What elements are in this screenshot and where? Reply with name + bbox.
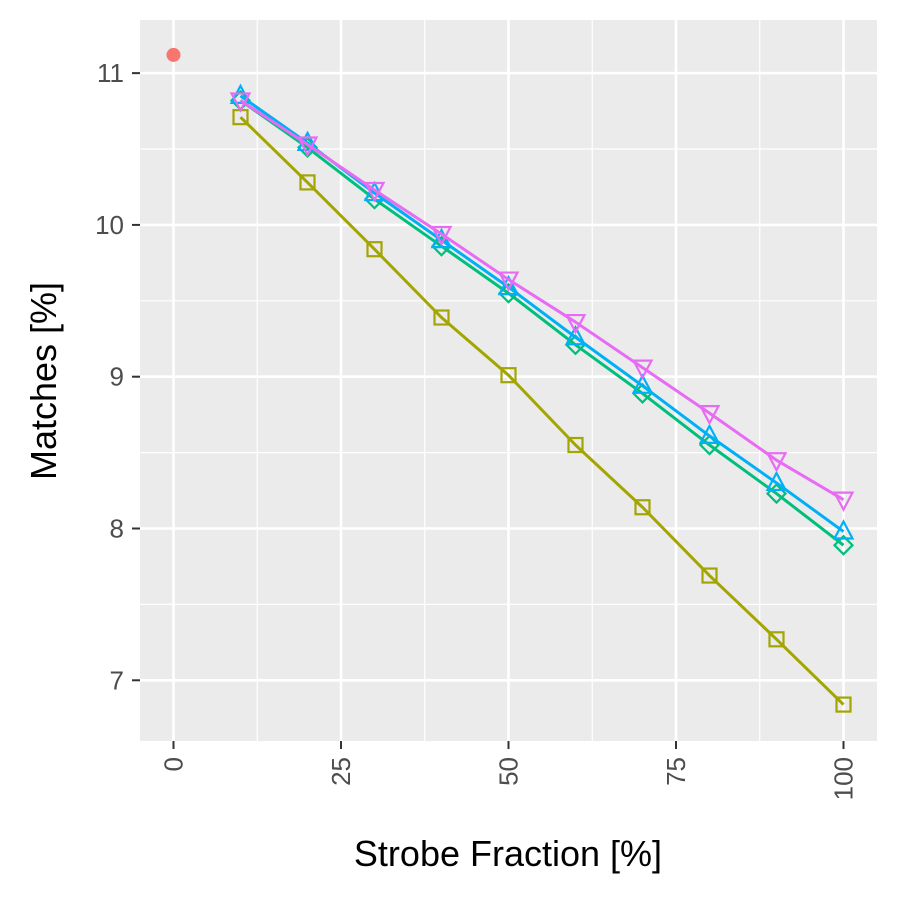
x-tick-label: 25 bbox=[326, 757, 356, 786]
data-point bbox=[765, 452, 788, 473]
data-point bbox=[768, 631, 785, 648]
data-point bbox=[166, 47, 181, 62]
x-tick-label: 75 bbox=[661, 757, 691, 786]
x-tick-label: 100 bbox=[829, 757, 859, 800]
data-point bbox=[500, 367, 517, 384]
data-point bbox=[631, 373, 654, 394]
data-point bbox=[497, 274, 520, 296]
data-point bbox=[299, 174, 316, 191]
x-tick-label: 50 bbox=[494, 757, 524, 786]
data-point bbox=[433, 309, 450, 326]
baseline-point bbox=[166, 47, 181, 62]
series-4 bbox=[229, 92, 855, 513]
data-point bbox=[229, 92, 252, 113]
y-tick-label: 11 bbox=[97, 58, 124, 88]
y-tick-label: 7 bbox=[110, 665, 124, 695]
data-point bbox=[698, 405, 721, 426]
series-line bbox=[239, 116, 845, 706]
series-line bbox=[239, 99, 845, 501]
series-layer bbox=[166, 47, 855, 713]
data-point bbox=[296, 136, 319, 157]
x-axis: 0 25 50 75 100 bbox=[159, 741, 859, 800]
y-axis: 7 8 9 10 11 bbox=[95, 58, 140, 695]
data-point bbox=[832, 491, 855, 513]
data-point bbox=[366, 241, 383, 258]
data-point bbox=[567, 436, 584, 454]
data-point bbox=[832, 534, 855, 556]
data-point bbox=[497, 271, 520, 292]
series-line bbox=[239, 99, 845, 547]
data-point bbox=[564, 324, 587, 346]
x-axis-title: Strobe Fraction [%] bbox=[354, 833, 662, 874]
major-gridlines bbox=[140, 20, 877, 741]
y-axis-title: Matches [%] bbox=[23, 282, 64, 480]
data-point bbox=[832, 519, 855, 540]
data-point bbox=[634, 499, 651, 516]
data-point bbox=[765, 470, 788, 492]
y-tick-label: 9 bbox=[110, 362, 124, 392]
data-point bbox=[835, 696, 852, 713]
data-point bbox=[631, 359, 654, 380]
data-point bbox=[430, 225, 453, 247]
data-point bbox=[363, 181, 386, 203]
data-point bbox=[698, 423, 721, 445]
y-tick-label: 8 bbox=[110, 513, 124, 543]
y-tick-label: 10 bbox=[95, 210, 124, 240]
x-tick-label: 0 bbox=[159, 757, 189, 771]
data-point bbox=[564, 313, 587, 335]
data-point bbox=[701, 567, 718, 584]
